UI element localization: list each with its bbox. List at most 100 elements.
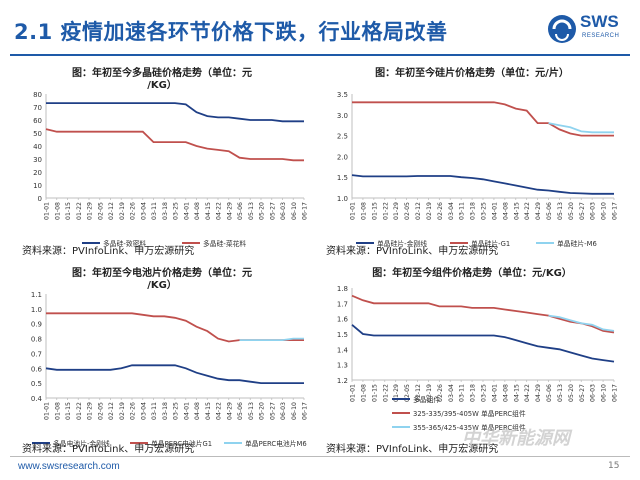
- x-tick-label: 04-15: [513, 202, 520, 220]
- x-tick-label: 01-08: [54, 402, 61, 420]
- legend-label: 单晶硅片-G1: [471, 239, 510, 248]
- x-tick-label: 02-05: [404, 384, 411, 402]
- y-tick-label: 20: [33, 169, 42, 177]
- x-tick-label: 01-08: [54, 202, 61, 220]
- x-tick-label: 05-13: [248, 402, 255, 420]
- x-tick-label: 04-22: [524, 384, 531, 402]
- y-tick-label: 1.2: [337, 377, 348, 385]
- y-tick-label: 1.5: [337, 331, 348, 339]
- chart-source: 资料来源：PVInfoLink、申万宏源研究: [22, 444, 195, 455]
- x-tick-label: 06-03: [280, 202, 287, 220]
- x-tick-label: 02-19: [119, 402, 126, 420]
- x-tick-label: 04-01: [491, 384, 498, 402]
- x-tick-label: 02-19: [426, 384, 433, 402]
- series-line-0: [45, 364, 304, 384]
- legend-label: 多晶电池片-金刚线: [53, 439, 110, 448]
- y-tick-label: 2.0: [337, 153, 348, 161]
- x-tick-label: 06-03: [590, 202, 597, 220]
- x-tick-label: 06-10: [601, 202, 608, 220]
- page-number: 15: [608, 461, 620, 471]
- sws-logo-icon: [548, 15, 576, 43]
- y-tick-label: 1.7: [337, 300, 348, 308]
- y-tick-label: 30: [33, 156, 42, 164]
- x-tick-label: 04-01: [183, 402, 190, 420]
- x-tick-label: 05-06: [546, 202, 553, 220]
- x-tick-label: 05-06: [237, 202, 244, 220]
- wafer-price-chart: 1.0 1.5 2.0 2.5 3.0 3.5 01-01 01-08 01-15 01-22 01…: [337, 91, 619, 248]
- x-tick-label: 02-12: [415, 384, 422, 402]
- x-tick-label: 03-11: [459, 384, 466, 402]
- legend-label: 325-335/395-405W 单晶PERC组件: [413, 409, 526, 418]
- x-tick-label: 01-08: [360, 384, 367, 402]
- x-tick-label: 02-26: [437, 384, 444, 402]
- x-tick-label: 04-29: [535, 384, 542, 402]
- x-tick-label: 05-20: [568, 202, 575, 220]
- x-tick-label: 01-29: [87, 402, 94, 420]
- x-tick-label: 06-17: [302, 202, 309, 220]
- chart-source: 资料来源：PVInfoLink、申万宏源研究: [22, 246, 195, 257]
- legend-label: 多晶硅-致密料: [103, 239, 146, 248]
- x-tick-label: 03-25: [481, 202, 488, 220]
- y-tick-label: 10: [33, 182, 42, 190]
- x-tick-label: 05-27: [579, 202, 586, 220]
- x-tick-label: 02-05: [97, 202, 104, 220]
- x-tick-label: 01-15: [65, 202, 72, 220]
- x-tick-label: 06-10: [291, 202, 298, 220]
- x-tick-label: 01-29: [393, 202, 400, 220]
- x-tick-label: 03-18: [162, 202, 169, 220]
- x-tick-label: 04-22: [524, 202, 531, 220]
- series-line-1: [45, 128, 304, 162]
- y-tick-label: 2.5: [337, 133, 348, 141]
- series-line-1: [46, 312, 304, 343]
- x-tick-label: 04-29: [226, 402, 233, 420]
- x-tick-label: 03-25: [481, 384, 488, 402]
- series-line-1: [351, 294, 615, 334]
- x-tick-label: 05-20: [568, 384, 575, 402]
- chart-panel-wafer: 图：年初至今硅片价格走势（单位：元/片） 1.0 1.5 2.0 2.5 3.0 3.5 0…: [322, 66, 622, 250]
- x-tick-label: 04-08: [194, 402, 201, 420]
- x-tick-label: 05-13: [248, 202, 255, 220]
- chart-title: 图：年初至今多晶硅价格走势（单位：元 /KG）: [72, 68, 252, 91]
- x-tick-label: 03-04: [140, 402, 147, 420]
- x-tick-label: 05-06: [237, 402, 244, 420]
- x-tick-label: 01-01: [44, 202, 51, 220]
- x-tick-label: 03-11: [151, 402, 158, 420]
- header-band: [0, 0, 640, 62]
- y-tick-label: 0.9: [31, 321, 42, 329]
- x-tick-label: 02-05: [97, 402, 104, 420]
- y-tick-label: 0.8: [31, 336, 42, 344]
- x-tick-label: 02-12: [415, 202, 422, 220]
- x-tick-label: 01-22: [76, 202, 83, 220]
- y-tick-label: 1.0: [337, 195, 348, 203]
- x-tick-label: 05-20: [259, 402, 266, 420]
- x-tick-label: 06-17: [612, 384, 619, 402]
- series-line-1: [352, 101, 614, 137]
- x-tick-label: 03-04: [448, 384, 455, 402]
- y-tick-label: 1.5: [337, 174, 348, 182]
- legend-label: 单晶PERC电池片G1: [151, 439, 212, 448]
- polysilicon-price-chart: 0 10 20 30 40 50 60 70 80 01-01 01-08 01-15 01-22 01-…: [33, 91, 309, 248]
- x-tick-label: 04-15: [205, 202, 212, 220]
- y-tick-label: 40: [33, 143, 42, 151]
- y-tick-label: 0.4: [31, 395, 43, 403]
- page-title: 2.1 疫情加速各环节价格下跌，行业格局改善: [14, 20, 448, 44]
- y-tick-label: 0: [38, 195, 42, 203]
- x-tick-label: 06-10: [601, 384, 608, 402]
- x-tick-label: 01-15: [371, 202, 378, 220]
- x-tick-label: 04-15: [513, 384, 520, 402]
- x-tick-label: 02-19: [426, 202, 433, 220]
- x-tick-label: 01-15: [371, 384, 378, 402]
- x-tick-label: 01-22: [382, 384, 389, 402]
- x-tick-label: 03-18: [470, 384, 477, 402]
- x-tick-label: 03-18: [470, 202, 477, 220]
- x-tick-label: 04-29: [226, 202, 233, 220]
- x-tick-label: 02-19: [119, 202, 126, 220]
- chart-panel-cell: 图：年初至今电池片价格走势（单位：元 /KG） 0.4 0.5 0.6 0.7 0.8 0…: [12, 266, 312, 450]
- x-tick-label: 05-27: [269, 202, 276, 220]
- legend-label: 多晶硅-菜花料: [203, 239, 246, 248]
- y-tick-label: 3.5: [337, 91, 348, 99]
- series-line-2: [239, 337, 304, 341]
- legend-label: 355-365/425-435W 单晶PERC组件: [413, 423, 526, 432]
- x-tick-label: 03-04: [140, 202, 147, 220]
- logo-subtext: RESEARCH: [582, 33, 620, 39]
